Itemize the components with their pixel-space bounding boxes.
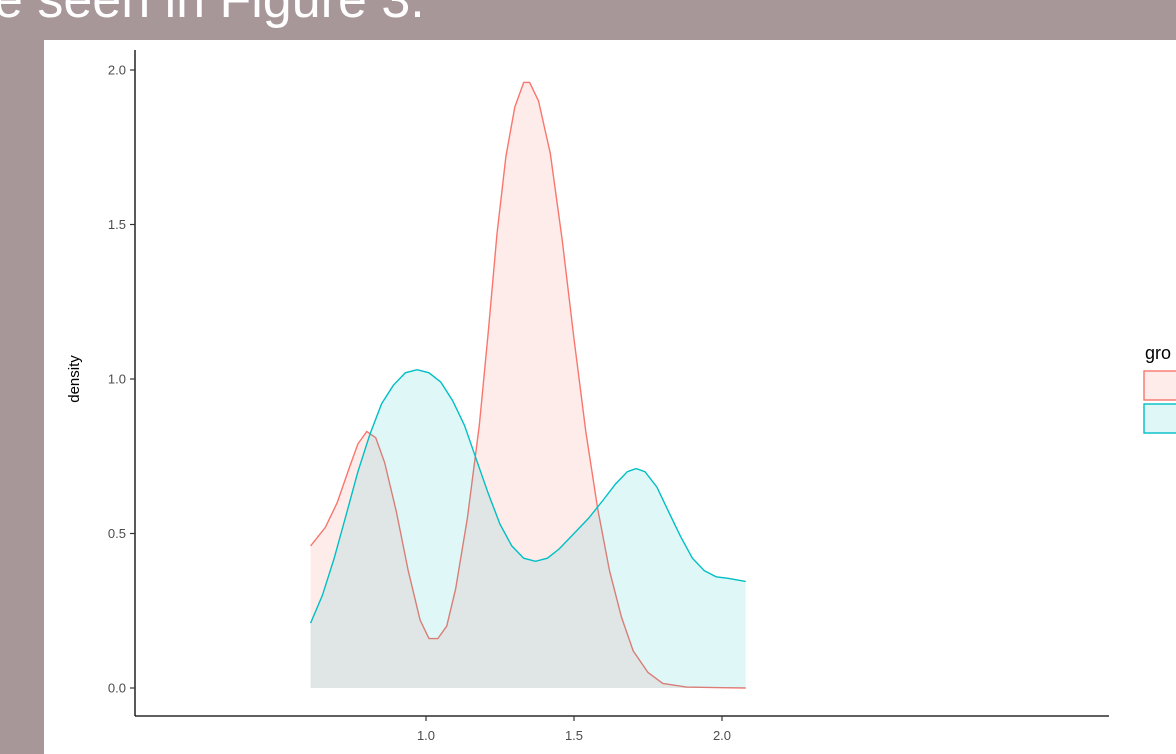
y-axis-title: density <box>66 355 83 403</box>
y-tick-label: 0.0 <box>108 681 126 696</box>
legend-key-swatch <box>1143 403 1176 434</box>
legend-key-background <box>1144 404 1176 433</box>
density-line-2 <box>309 368 746 624</box>
x-ticks: 1.0 1.5 2.0 <box>417 716 731 743</box>
x-tick-label: 1.0 <box>417 728 435 743</box>
figure-panel: 0.0 0.5 1.0 1.5 2.0 1.0 1.5 2.0 density gro <box>44 40 1176 754</box>
legend: gro <box>1143 343 1176 434</box>
density-chart: 0.0 0.5 1.0 1.5 2.0 1.0 1.5 2.0 density gro <box>66 50 1176 743</box>
legend-keys <box>1143 370 1176 434</box>
x-tick-label: 1.5 <box>565 728 583 743</box>
y-ticks: 0.0 0.5 1.0 1.5 2.0 <box>108 63 135 696</box>
density-area-2 <box>310 369 746 688</box>
legend-key-1 <box>1143 370 1176 401</box>
slide-heading: e seen in Figure 3. <box>0 0 425 29</box>
legend-title: gro <box>1145 343 1171 363</box>
density-area-1 <box>310 82 746 688</box>
y-tick-label: 1.0 <box>108 372 126 387</box>
legend-key-2 <box>1143 403 1176 434</box>
legend-key-background <box>1144 371 1176 400</box>
series-layer <box>309 81 746 689</box>
y-tick-label: 2.0 <box>108 63 126 78</box>
y-tick-label: 0.5 <box>108 526 126 541</box>
density-line-1 <box>310 81 746 689</box>
y-tick-label: 1.5 <box>108 217 126 232</box>
x-tick-label: 2.0 <box>713 728 731 743</box>
legend-key-swatch <box>1143 370 1176 401</box>
